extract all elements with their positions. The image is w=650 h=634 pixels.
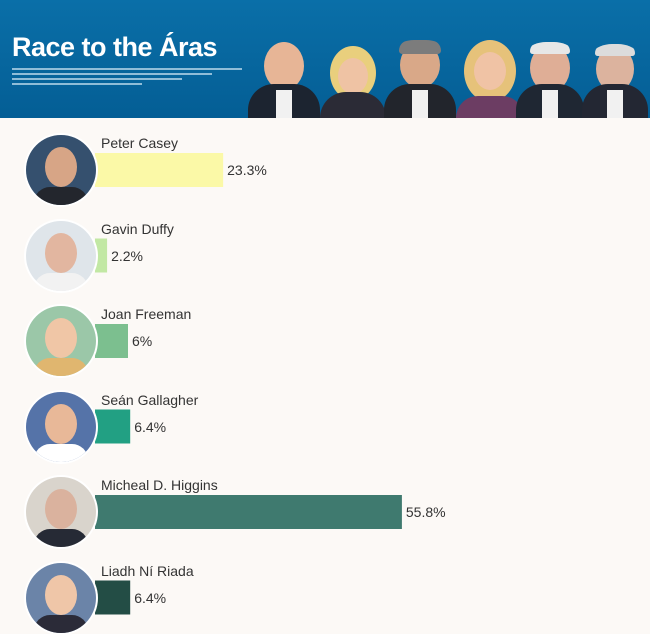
bars-canvas (95, 153, 402, 615)
value-label: 2.2% (111, 247, 144, 264)
value-label: 6% (132, 333, 153, 349)
bar-4 (95, 495, 402, 529)
candidate-name: Gavin Duffy (101, 220, 174, 237)
candidate-name: Micheal D. Higgins (101, 477, 218, 493)
bar-2 (95, 324, 128, 358)
banner-decor-line (12, 78, 182, 80)
candidate-name: Joan Freeman (101, 306, 192, 322)
candidate-avatar (26, 391, 96, 462)
banner-decor-line (12, 83, 142, 85)
value-label: 55.8% (405, 504, 446, 520)
candidate-name: Seán Gallagher (101, 391, 199, 408)
banner-portrait-gallagher (248, 36, 320, 118)
bar-3 (95, 409, 131, 444)
value-label: 23.3% (227, 162, 267, 178)
bar-1 (95, 238, 108, 273)
value-label: 6.4% (134, 589, 167, 606)
banner-decor-line (12, 68, 242, 70)
header-banner: Race to the Áras (0, 0, 650, 118)
candidate-avatar (26, 477, 96, 547)
bar-5 (95, 580, 131, 615)
bar-0 (95, 153, 224, 187)
banner-portrait-higgins (582, 44, 648, 118)
candidate-avatar (26, 306, 96, 376)
banner-decor-line (12, 73, 212, 75)
banner-portrait-duffy (516, 42, 584, 118)
candidate-avatar (26, 135, 96, 205)
value-label: 6.4% (134, 418, 167, 435)
banner-portrait-niriada (320, 46, 386, 118)
candidate-avatar (26, 562, 96, 633)
banner-portrait-freeman (456, 40, 524, 118)
candidate-name: Peter Casey (101, 135, 179, 151)
candidate-name: Liadh Ní Riada (101, 562, 194, 579)
banner-portrait-casey (384, 40, 456, 118)
banner-title: Race to the Áras (12, 32, 218, 62)
bar-chart: Peter Casey 23.3% Gavin Duffy 2.2% Joan Free… (0, 118, 650, 634)
candidate-avatar (26, 220, 96, 291)
